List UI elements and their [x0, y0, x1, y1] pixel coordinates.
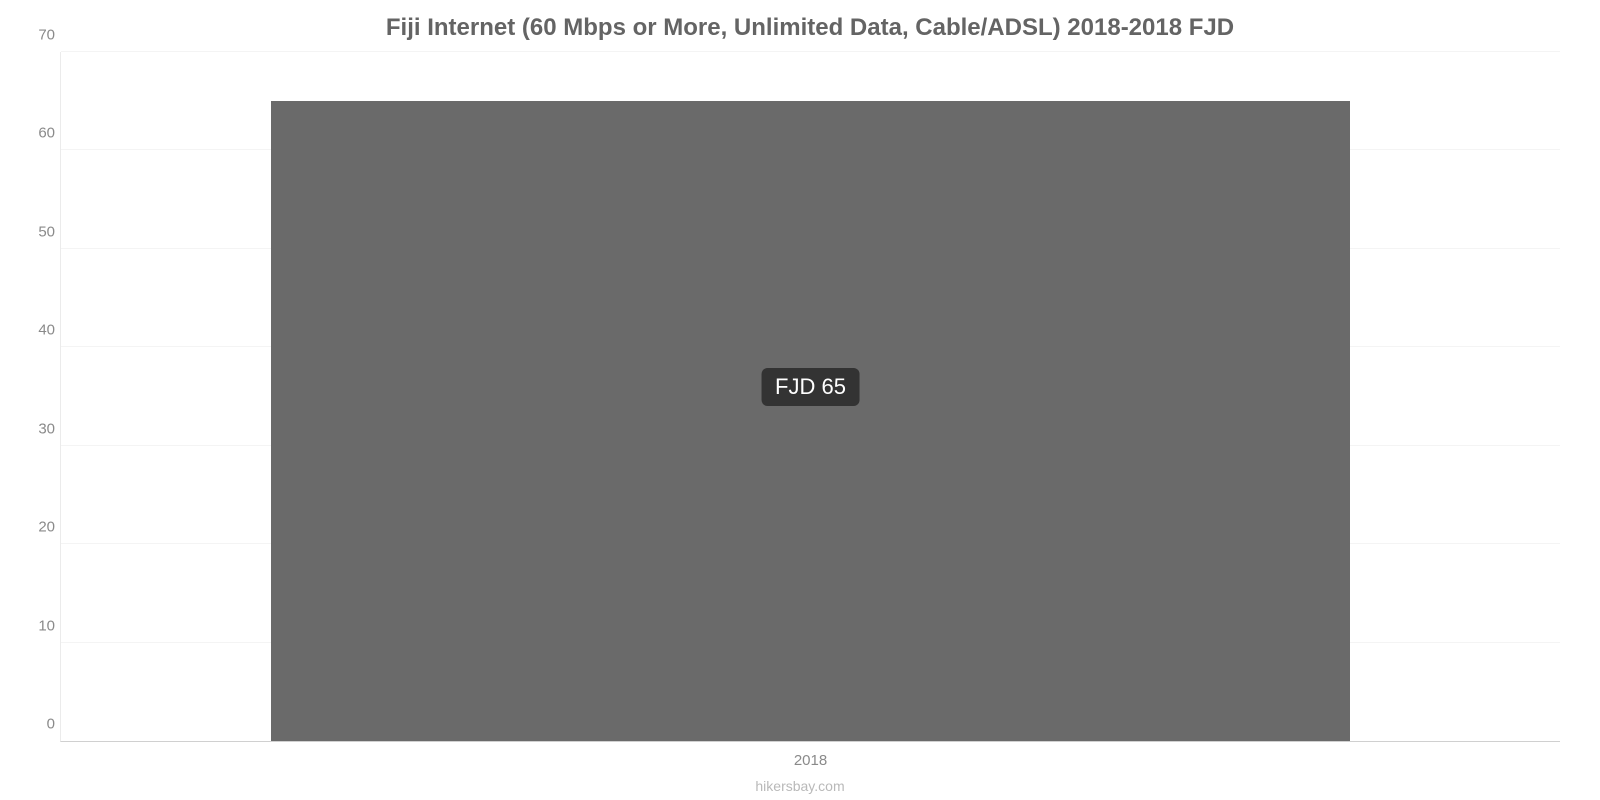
y-tick-label: 40	[23, 322, 55, 339]
attribution-text: hikersbay.com	[0, 778, 1600, 794]
x-tick-label: 2018	[794, 752, 827, 769]
chart-title: Fiji Internet (60 Mbps or More, Unlimite…	[60, 14, 1560, 42]
bar[interactable]	[271, 101, 1350, 741]
y-tick-label: 20	[23, 519, 55, 536]
value-tooltip: FJD 65	[761, 368, 860, 406]
y-tick-label: 0	[23, 716, 55, 733]
gridline	[61, 51, 1560, 52]
y-tick-label: 60	[23, 125, 55, 142]
plot-area: 0102030405060702018FJD 65	[60, 52, 1560, 742]
y-tick-label: 70	[23, 27, 55, 44]
chart-container: Fiji Internet (60 Mbps or More, Unlimite…	[0, 0, 1600, 800]
y-tick-label: 10	[23, 617, 55, 634]
y-tick-label: 50	[23, 223, 55, 240]
y-tick-label: 30	[23, 420, 55, 437]
